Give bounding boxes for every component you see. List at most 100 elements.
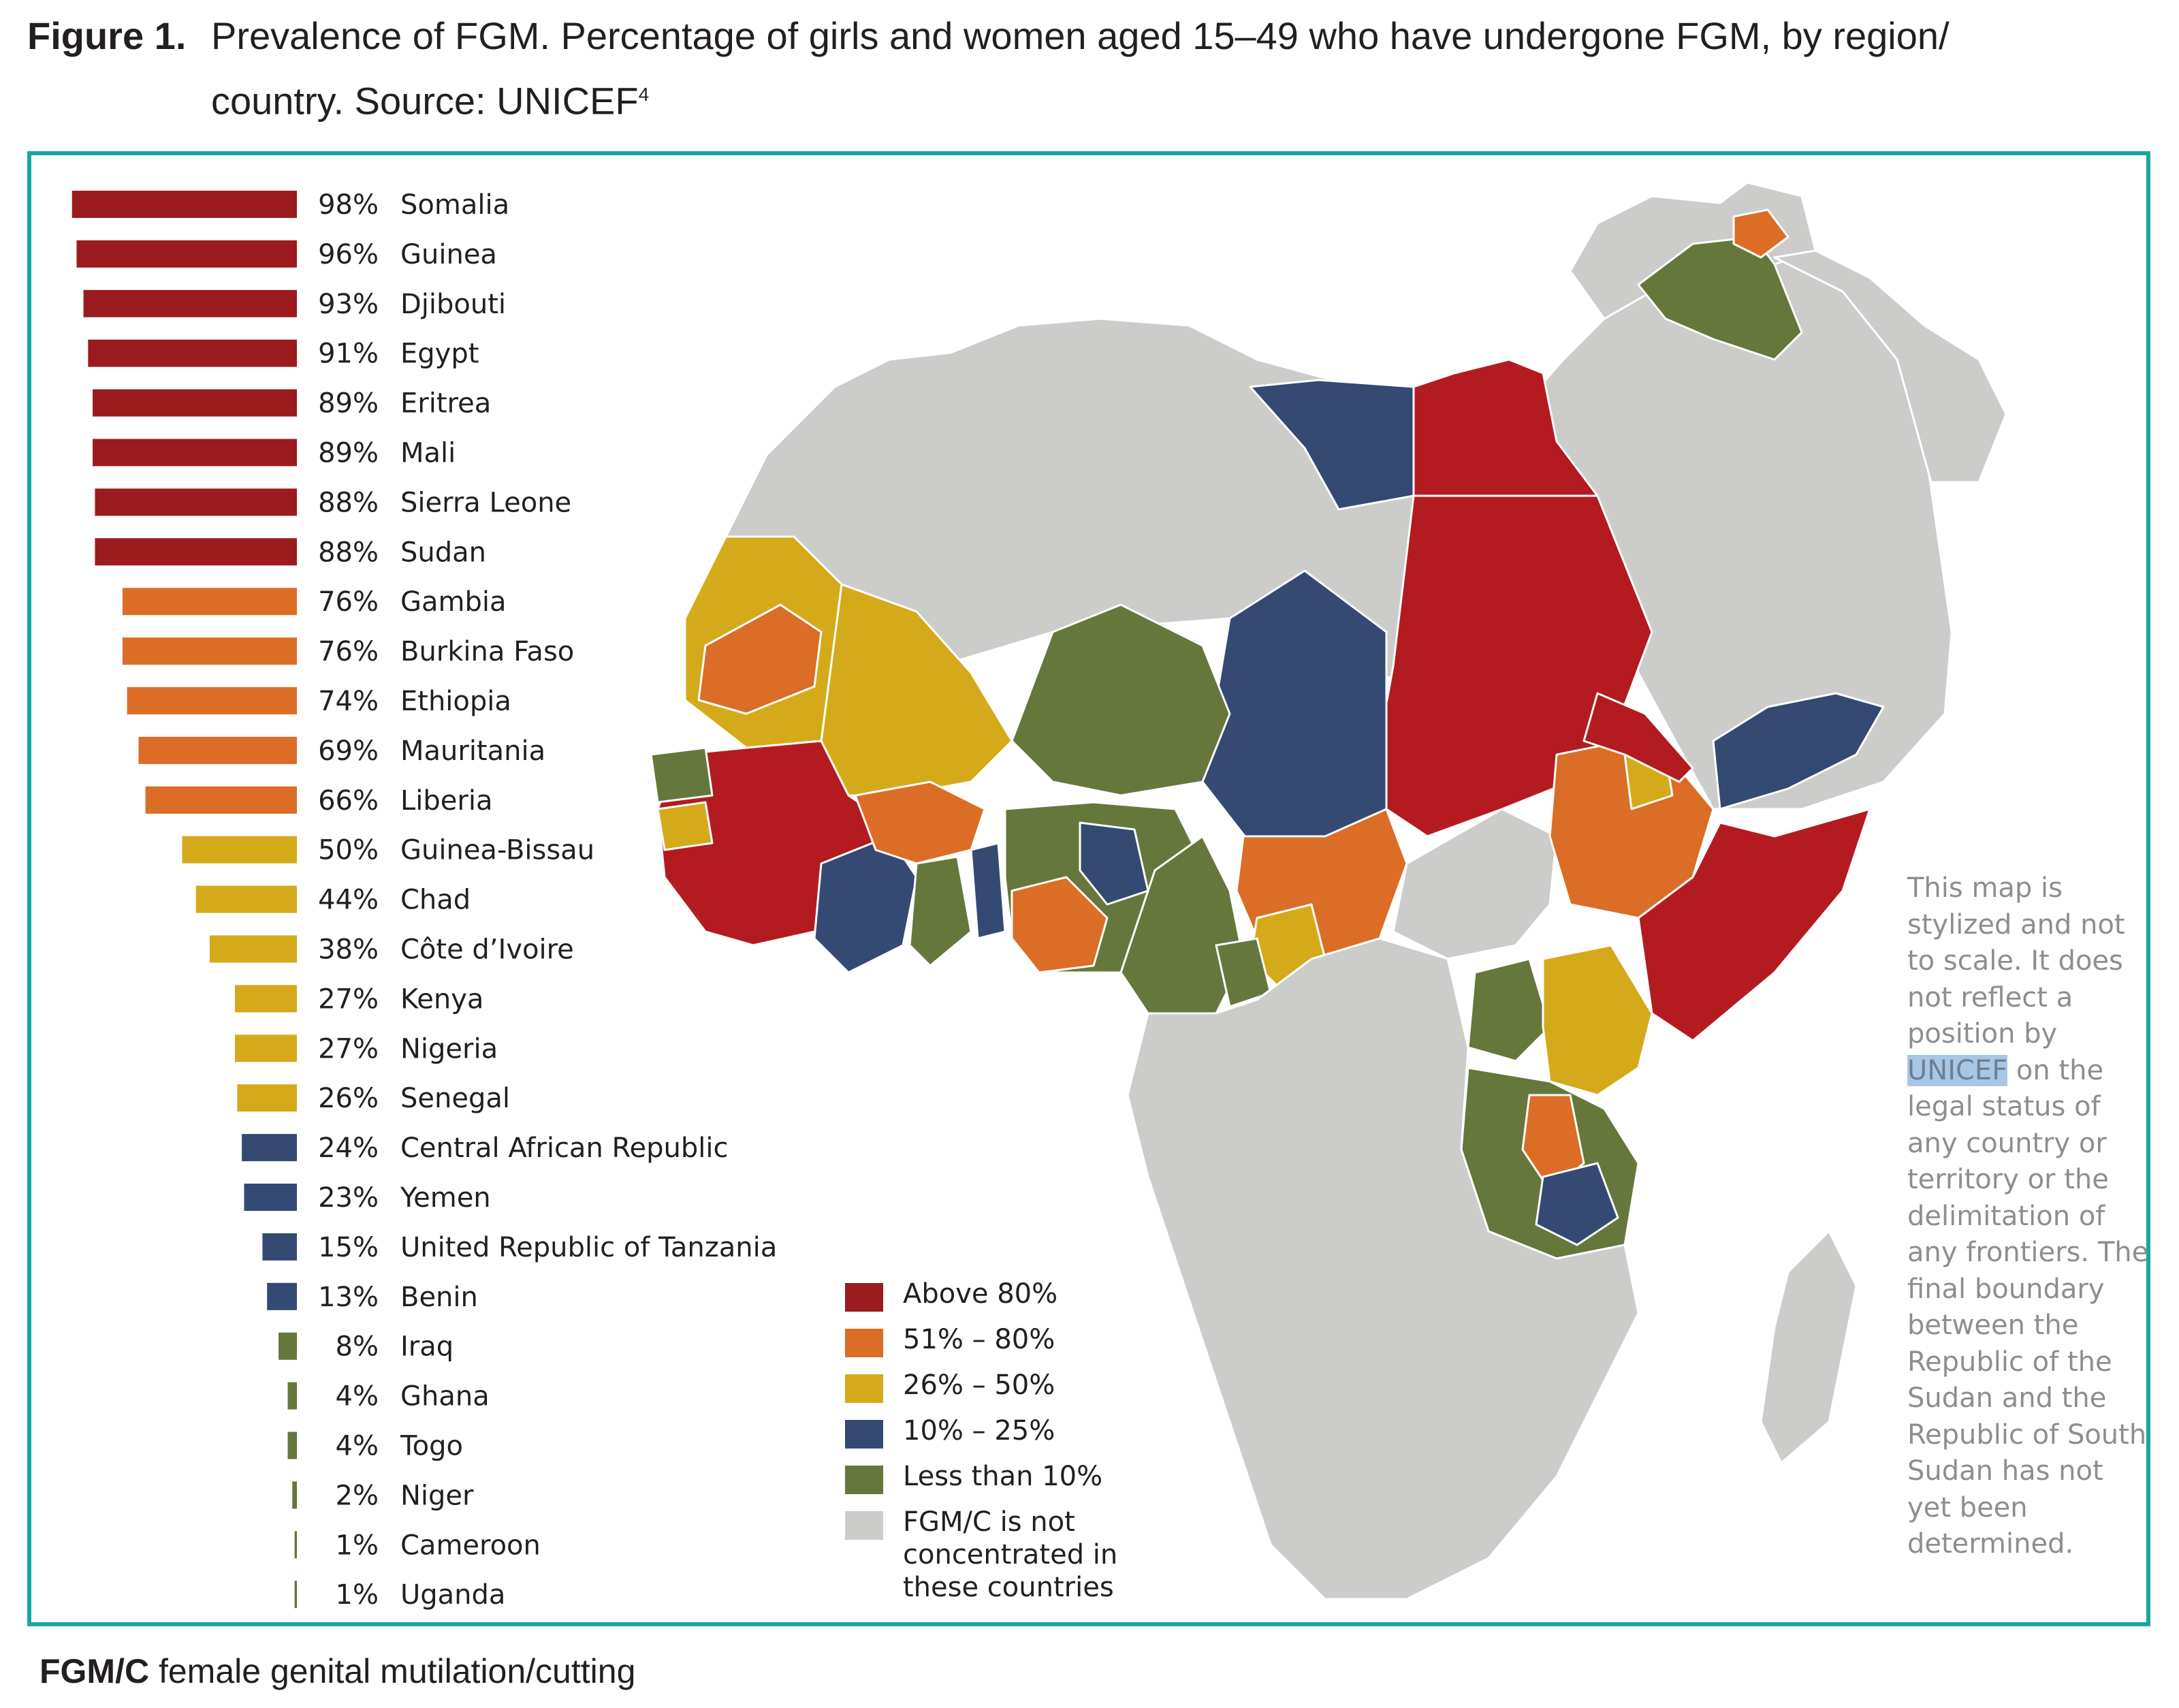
bar-niger <box>292 1481 297 1509</box>
map-region-eritrea <box>1582 692 1694 783</box>
bar-value-label: 8% <box>336 1331 379 1363</box>
map-region-nigeria-middle <box>1079 821 1149 906</box>
bar-category-label: Mali <box>400 438 456 469</box>
legend-swatch <box>845 1420 883 1449</box>
bar-togo <box>287 1432 297 1459</box>
bar-djibouti <box>83 289 297 317</box>
map-region-uganda <box>1467 958 1551 1062</box>
map-region-ghana <box>908 855 972 967</box>
bar-category-label: Guinea <box>400 239 497 270</box>
bar-category-label: Yemen <box>400 1182 491 1214</box>
bar-category-label: United Republic of Tanzania <box>400 1232 777 1263</box>
footnote-text: female genital mutilation/cutting <box>149 1652 636 1690</box>
legend-swatch <box>845 1329 883 1357</box>
bar-value-label: 98% <box>318 189 379 221</box>
bar-mauritania <box>138 736 297 764</box>
bar-eritrea <box>93 389 297 417</box>
map-region-kenya <box>1542 944 1653 1096</box>
bar-category-label: Ethiopia <box>400 686 511 717</box>
bar-value-label: 89% <box>318 438 379 469</box>
bar-category-label: Kenya <box>400 983 483 1015</box>
bar-value-label: 69% <box>318 736 379 767</box>
map-region-central-south-africa <box>1126 937 1640 1600</box>
bar-category-label: Niger <box>400 1480 474 1511</box>
bar-value-label: 26% <box>318 1083 379 1114</box>
bar-uganda <box>294 1581 297 1609</box>
map-region-yemen <box>1712 692 1885 810</box>
bar-category-label: Mauritania <box>400 736 545 767</box>
map-disclaimer-note: This map is stylized and not to scale. I… <box>1907 870 2152 1563</box>
map-region-somalia <box>1637 808 1871 1042</box>
legend-label: 51% – 80% <box>903 1324 1055 1355</box>
bar-category-label: Togo <box>400 1431 463 1462</box>
figure-title-line2: country. Source: UNICEF4 <box>27 65 2145 131</box>
map-region-tanzania-blue <box>1535 1162 1619 1246</box>
map-region-iran-gulf <box>1773 249 2007 484</box>
legend-swatch <box>845 1374 883 1403</box>
bar-category-label: Central African Republic <box>400 1133 728 1164</box>
legend-label: 26% – 50% <box>903 1370 1055 1401</box>
bar-central-african-republic <box>242 1134 297 1162</box>
bar-category-label: Benin <box>400 1282 478 1313</box>
map-region-nigeria-south <box>1011 876 1109 974</box>
bar-category-label: Ghana <box>400 1381 490 1412</box>
bar-sierra-leone <box>95 488 297 516</box>
bar-nigeria <box>235 1034 297 1062</box>
legend-label: Less than 10% <box>903 1461 1103 1492</box>
bar-chad <box>195 885 297 913</box>
bar-category-label: Sudan <box>400 537 486 568</box>
bar-value-label: 76% <box>318 586 379 618</box>
bar-category-label: Uganda <box>400 1579 505 1611</box>
bar-value-label: 88% <box>318 537 379 568</box>
figure-title-line1: Prevalence of FGM. Percentage of girls a… <box>211 14 1950 57</box>
bar-category-label: Nigeria <box>400 1033 498 1064</box>
bar-value-label: 15% <box>318 1232 379 1263</box>
bar-value-label: 24% <box>318 1133 379 1164</box>
bar-category-label: Sierra Leone <box>400 487 571 518</box>
bar-cameroon <box>294 1531 297 1559</box>
bar-value-label: 27% <box>318 983 379 1015</box>
map-region-iraq <box>1637 236 1803 361</box>
bar-value-label: 44% <box>318 885 379 916</box>
bar-gambia <box>122 588 297 616</box>
note-highlight-unicef: UNICEF <box>1907 1054 2008 1086</box>
figure-frame: 98% Somalia 96% Guinea 93% Djibouti 91% Egypt 89… <box>27 151 2150 1626</box>
note-text-after: on the legal status of any country or te… <box>1907 1054 2149 1560</box>
figure-title: Figure 1. Prevalence of FGM. Percentage o… <box>27 7 2145 131</box>
bar-liberia <box>145 786 297 814</box>
bar-c-te-d-ivoire <box>209 935 297 963</box>
bar-united-republic-of-tanzania <box>262 1233 297 1261</box>
bar-category-label: Liberia <box>400 785 492 817</box>
bar-value-label: 76% <box>318 636 379 667</box>
bar-burkina-faso <box>122 637 297 665</box>
figure-title-line2-text: country. Source: UNICEF <box>211 79 639 123</box>
bar-value-label: 74% <box>318 686 379 717</box>
map-region-mauritania-orange <box>697 603 823 715</box>
bar-value-label: 91% <box>318 338 379 370</box>
bar-senegal <box>237 1084 297 1112</box>
legend-swatch <box>845 1466 883 1494</box>
prevalence-bar-chart: 98% Somalia 96% Guinea 93% Djibouti 91% Egypt 89… <box>71 189 777 1611</box>
bar-value-label: 66% <box>318 785 379 817</box>
bar-sudan <box>95 538 297 566</box>
bar-ethiopia <box>127 687 297 714</box>
bar-yemen <box>244 1184 297 1211</box>
map-region-niger <box>1011 603 1231 797</box>
bar-value-label: 93% <box>318 289 379 320</box>
map-region-togo-benin <box>970 842 1006 940</box>
bar-mali <box>93 439 297 466</box>
africa-map <box>650 181 2007 1600</box>
bar-category-label: Gambia <box>400 586 507 618</box>
bar-value-label: 1% <box>336 1530 379 1561</box>
bar-category-label: Djibouti <box>400 289 506 320</box>
legend-label: 10% – 25% <box>903 1415 1055 1446</box>
bar-value-label: 38% <box>318 934 379 966</box>
map-region-madagascar <box>1760 1230 1858 1464</box>
note-text-before: This map is stylized and not to scale. I… <box>1907 872 2125 1049</box>
legend-swatch <box>845 1283 883 1312</box>
bar-egypt <box>88 339 297 367</box>
bar-ghana <box>287 1382 297 1410</box>
bar-value-label: 88% <box>318 487 379 518</box>
bar-kenya <box>235 985 297 1013</box>
bar-value-label: 2% <box>336 1480 379 1511</box>
